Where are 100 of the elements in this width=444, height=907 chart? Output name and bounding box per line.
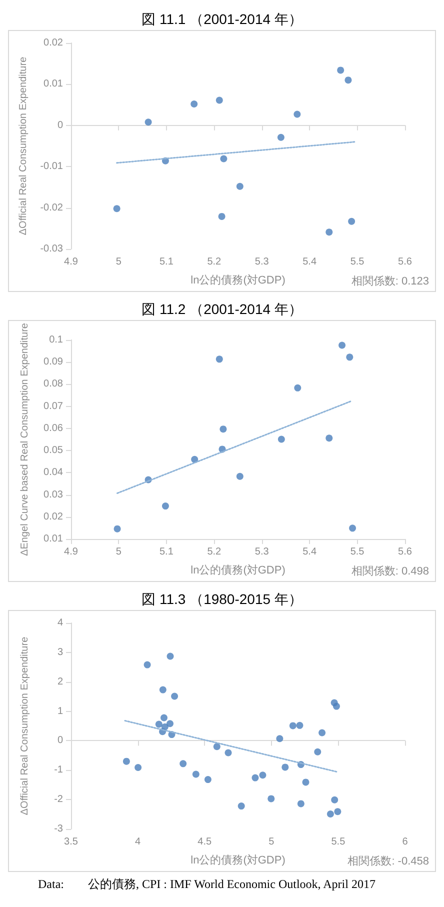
- point: [160, 714, 168, 722]
- text: 相関係数: -0.458: [348, 854, 430, 868]
- chart-title: 図 11.3 （1980-2015 年）: [140, 590, 304, 609]
- x-tick-label: 5: [116, 546, 122, 558]
- point: [218, 212, 226, 220]
- point: [278, 436, 285, 443]
- point: [289, 722, 296, 730]
- point: [161, 723, 168, 730]
- point: [122, 758, 130, 765]
- y-tick-label: 0.09: [44, 356, 64, 368]
- x-tick-label: 5.4: [302, 256, 317, 268]
- point: [277, 134, 284, 141]
- y-tick-label: 0: [57, 735, 64, 746]
- x-axis-title: ln公的債務(対GDP): [190, 274, 286, 286]
- point: [332, 702, 340, 710]
- point: [238, 802, 245, 810]
- x-tick-label: 5.3: [254, 256, 270, 268]
- point: [134, 764, 142, 771]
- x-tick-label: 6: [402, 836, 408, 848]
- x-tick-label: 4.9: [64, 546, 78, 558]
- y-tick-label: 1: [57, 706, 64, 717]
- point: [331, 796, 338, 804]
- y-tick-label: 0.06: [44, 422, 64, 434]
- point: [282, 764, 289, 771]
- point: [144, 118, 152, 126]
- x-axis-title: ln公的債務(対GDP): [190, 854, 286, 866]
- x-tick-label: 4.9: [64, 256, 78, 268]
- x-tick-label: 5: [116, 256, 122, 268]
- y-tick-label: 0.04: [44, 467, 64, 478]
- y-tick-label: 4: [57, 618, 64, 628]
- point: [344, 76, 352, 84]
- point: [297, 800, 304, 808]
- point: [171, 692, 178, 700]
- point: [346, 354, 354, 361]
- point: [166, 652, 174, 660]
- chart-title: 図 11.2 （2001-2014 年）: [140, 300, 304, 319]
- x-tick-label: 5.5: [350, 546, 365, 558]
- x-tick-label: 3.5: [64, 836, 78, 848]
- point: [224, 749, 232, 756]
- point: [162, 502, 169, 510]
- point: [338, 342, 346, 349]
- x-tick-label: 4: [135, 836, 142, 848]
- x-tick-label: 5.1: [159, 256, 174, 268]
- y-tick-label: 0.1: [49, 334, 64, 346]
- text: 相関係数: 0.498: [351, 564, 429, 578]
- point: [236, 472, 244, 480]
- y-tick-label: 0.02: [44, 511, 64, 522]
- y-tick-label: -1: [54, 764, 64, 776]
- point: [318, 729, 326, 736]
- y-tick-label: 0.01: [44, 78, 64, 90]
- x-tick-label: 5.1: [159, 546, 174, 558]
- point: [296, 722, 304, 729]
- y-tick-label: -3: [54, 824, 64, 834]
- point: [159, 686, 166, 694]
- x-tick-label: 5.5: [331, 836, 346, 848]
- y-tick-label: 3: [57, 646, 64, 658]
- point: [326, 810, 334, 818]
- y-tick-label: 2: [57, 676, 64, 688]
- y-tick-label: -0.01: [40, 161, 64, 172]
- y-axis-title: ΔOfficial Real Consumption Expenditure: [20, 636, 30, 816]
- point: [302, 778, 310, 786]
- y-tick-label: 0: [57, 120, 64, 131]
- x-tick-label: 5.6: [398, 546, 412, 558]
- point: [220, 155, 228, 162]
- point: [191, 456, 198, 463]
- point: [216, 96, 223, 104]
- point: [216, 356, 223, 363]
- x-tick-label: 5.5: [350, 256, 365, 268]
- x-tick-label: 4.5: [198, 836, 212, 848]
- y-tick-label: -2: [54, 794, 64, 806]
- point: [113, 205, 120, 212]
- point: [252, 774, 259, 782]
- y-tick-label: 0.02: [44, 38, 64, 48]
- point: [268, 795, 275, 802]
- point: [204, 776, 212, 784]
- point: [236, 182, 244, 190]
- point: [144, 661, 151, 668]
- point: [190, 100, 198, 108]
- point: [294, 384, 302, 392]
- point: [192, 770, 200, 778]
- x-tick-label: 5.2: [207, 256, 222, 268]
- point: [114, 525, 121, 532]
- x-tick-label: 5.2: [207, 546, 222, 558]
- point: [294, 110, 301, 118]
- x-tick-label: 5: [268, 836, 275, 848]
- point: [259, 772, 266, 779]
- text: 相関係数: 0.123: [351, 274, 429, 288]
- point: [326, 228, 333, 236]
- y-axis-title: ΔOfficial Real Consumption Expenditure: [18, 56, 29, 236]
- y-tick-label: 0.08: [44, 378, 64, 390]
- x-tick-label: 5.3: [254, 546, 270, 558]
- x-tick-label: 5.4: [302, 546, 317, 558]
- y-tick-label: 0.03: [44, 489, 64, 500]
- point: [155, 720, 162, 728]
- point: [276, 735, 284, 742]
- y-tick-label: 0.01: [44, 534, 64, 544]
- point: [349, 524, 356, 532]
- y-tick-label: -0.02: [40, 202, 64, 214]
- point: [180, 760, 187, 768]
- chart-title: 図 11.1 （2001-2014 年）: [140, 10, 304, 29]
